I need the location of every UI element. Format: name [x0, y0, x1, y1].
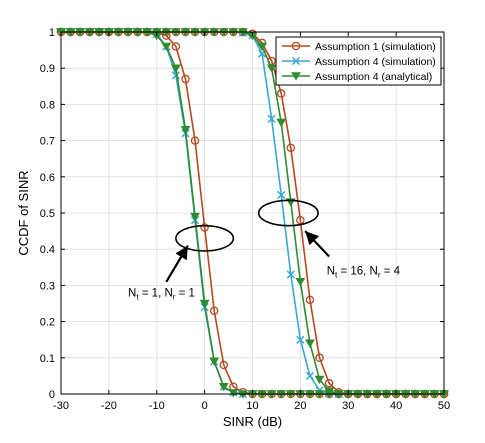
- annotation-ellipse: [257, 199, 319, 227]
- data-point-x: [171, 71, 181, 80]
- data-point-circle: [291, 41, 301, 51]
- data-point-circle: [190, 136, 200, 145]
- data-point-triangle: [314, 375, 325, 385]
- annotation-left-group: Nt = 1, Nr = 1: [128, 224, 235, 301]
- data-point-x: [305, 371, 315, 381]
- legend-label: Assumption 4 (simulation): [315, 56, 436, 68]
- data-point-triangle: [291, 72, 301, 81]
- y-tick-label: 0: [49, 389, 55, 401]
- annotation-arrow: [165, 245, 189, 283]
- data-point-triangle: [209, 357, 220, 366]
- annotation-text: N: [128, 287, 136, 299]
- data-point-circle: [181, 74, 190, 84]
- y-tick-label: 0.6: [40, 172, 55, 184]
- annotation-ellipse: [175, 224, 235, 252]
- annotation-label: Nt = 16, Nr = 4: [327, 266, 401, 280]
- annotation-subscript: r: [378, 271, 381, 280]
- x-tick-label: 10: [246, 400, 258, 412]
- data-point-triangle: [305, 339, 315, 348]
- axis-ticks: -30 -20 -10 0 10 20 30 40 50 0 0.1 0.2 0.3 0.4 0.5 0.6 0…: [40, 27, 450, 412]
- y-tick-label: 0.7: [40, 136, 55, 148]
- x-stroke: [277, 190, 286, 200]
- data-point-circle: [305, 295, 315, 305]
- data-point-triangle: [190, 212, 200, 222]
- series-line: [156, 33, 244, 395]
- y-tick-label: 0.9: [40, 63, 55, 75]
- data-point-circle: [200, 223, 209, 232]
- annotation-subscript: r: [173, 292, 176, 301]
- x-stroke: [291, 56, 301, 66]
- x-axis-label: SINR (dB): [223, 414, 282, 429]
- data-point-x: [296, 335, 305, 344]
- data-point-circle: [219, 360, 229, 370]
- data-point-triangle: [228, 389, 239, 398]
- data-point-circle: [209, 306, 219, 315]
- y-tick-label: 0.8: [40, 99, 55, 111]
- annotation-text: = 1: [175, 287, 195, 299]
- x-tick-label: 0: [202, 400, 208, 412]
- x-stroke: [296, 335, 305, 344]
- data-point-triangle: [199, 299, 210, 309]
- data-point-circle: [286, 143, 296, 153]
- data-point-circle: [276, 89, 286, 98]
- data-point-triangle: [266, 64, 277, 73]
- data-point-triangle: [218, 382, 229, 392]
- annotation-text: = 16, N: [337, 266, 378, 278]
- annotation-subscript: t: [136, 292, 139, 301]
- data-point-triangle: [171, 64, 181, 73]
- y-tick-label: 0.5: [40, 208, 55, 220]
- data-point-circle: [171, 42, 181, 51]
- data-point-triangle: [276, 118, 287, 128]
- annotation-text: = 4: [381, 266, 401, 278]
- x-stroke: [267, 114, 276, 124]
- data-point-x: [286, 270, 295, 279]
- annotation-text: = 1, N: [139, 287, 173, 299]
- grid-lines: [60, 31, 445, 395]
- y-tick-label: 0.2: [40, 317, 55, 329]
- data-point-triangle: [161, 42, 172, 52]
- annotation-text: N: [327, 266, 335, 278]
- x-stroke: [286, 270, 295, 279]
- annotation-arrow: [304, 230, 330, 258]
- legend: Assumption 1 (simulation) Assumption 4 (s…: [275, 36, 442, 86]
- x-tick-label: 50: [438, 400, 450, 412]
- data-point-triangle: [180, 125, 191, 135]
- annotations: Nt = 1, Nr = 1Nt = 16, Nr = 4: [128, 199, 401, 301]
- x-tick-label: 20: [294, 400, 306, 412]
- data-point-x: [291, 56, 301, 66]
- x-tick-label: -30: [53, 400, 69, 412]
- y-axis-label: CCDF of SINR: [16, 170, 31, 255]
- y-tick-label: 0.4: [40, 244, 55, 256]
- data-point-circle: [315, 353, 324, 363]
- x-stroke: [171, 71, 181, 80]
- y-tick-label: 1: [49, 27, 55, 39]
- annotation-label: Nt = 1, Nr = 1: [128, 287, 195, 301]
- data-point-x: [277, 190, 286, 200]
- legend-label: Assumption 1 (simulation): [315, 41, 436, 53]
- y-tick-label: 0.1: [40, 353, 55, 365]
- annotation-subscript: t: [335, 271, 338, 280]
- data-point-triangle: [324, 387, 334, 396]
- legend-label: Assumption 4 (analytical): [315, 71, 432, 83]
- annotation-right-group: Nt = 16, Nr = 4: [257, 199, 401, 280]
- x-tick-label: 40: [390, 400, 402, 412]
- data-point-x: [267, 114, 276, 124]
- x-stroke: [305, 371, 315, 381]
- data-point-triangle: [257, 42, 267, 52]
- x-tick-label: 30: [342, 400, 354, 412]
- y-tick-label: 0.3: [40, 280, 55, 292]
- data-point-circle: [324, 378, 334, 388]
- x-tick-label: -20: [101, 400, 117, 412]
- x-tick-label: -10: [149, 400, 165, 412]
- data-point-triangle: [295, 278, 306, 287]
